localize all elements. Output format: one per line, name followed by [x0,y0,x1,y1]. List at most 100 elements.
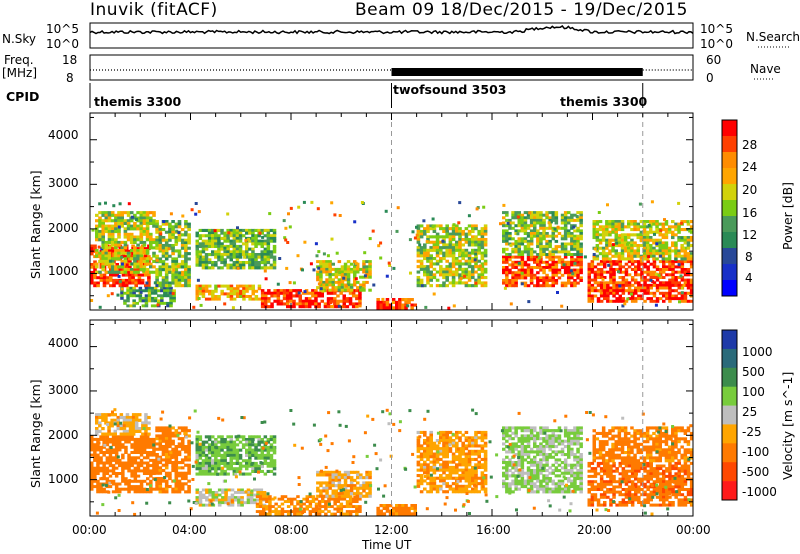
cell [122,421,127,425]
cell [526,242,531,246]
cell [539,279,543,282]
cell [293,512,297,516]
cell [217,435,221,439]
cell [423,227,427,231]
cell [480,229,485,233]
cell [505,234,509,238]
cell [614,230,618,234]
cell [144,429,148,433]
cell [356,280,360,284]
cell [248,440,252,444]
cell [348,299,353,303]
scatter-cell [322,252,326,256]
cell [90,443,94,447]
cell [593,289,598,293]
cell [474,254,478,258]
cell [139,246,144,250]
cell [554,218,559,222]
cell [272,228,277,232]
cell [340,288,345,292]
cell [674,289,678,293]
cell [110,238,115,242]
cell [605,241,609,245]
cell [345,502,350,506]
scatter-cell [640,256,644,259]
cell [126,238,131,242]
cell [195,453,199,457]
cell [339,505,344,508]
cell [611,238,615,242]
cell [423,479,427,483]
cell [120,289,124,293]
cell [467,251,472,255]
cell [184,458,188,462]
cell [171,469,175,473]
scatter-cell [592,253,596,256]
cell [269,448,274,452]
scatter-cell [516,232,520,236]
cell [328,476,332,480]
cell [90,440,94,444]
cell [201,493,206,497]
cell [105,477,110,481]
cell [623,244,628,248]
cell [683,281,688,285]
cell [505,218,509,222]
cell [458,278,462,282]
cell [505,224,509,228]
cell [171,463,175,467]
cell [474,243,478,247]
cell [448,265,453,269]
cell [201,228,206,232]
cell [477,232,481,236]
cell [201,250,206,254]
velocity-region-2 [155,426,191,494]
cell [149,265,153,269]
cell [311,510,316,513]
cell [135,294,139,298]
cell [517,263,521,267]
cell [298,297,302,301]
cell [177,220,182,224]
cell [563,226,568,230]
cell [245,289,249,293]
scatter-cell [385,274,389,278]
cell [144,304,149,308]
scatter-cell [381,297,385,301]
cell [599,291,604,295]
cell [127,485,131,489]
cell [95,265,99,269]
cell [158,228,163,232]
cell [551,263,555,267]
cell [152,251,156,255]
cell [355,510,359,513]
cell [201,244,206,248]
cell [325,486,329,490]
cell [144,299,149,303]
cell [101,432,105,436]
cell [236,295,240,298]
cell [187,471,191,475]
cell [548,245,552,249]
cell [451,227,456,231]
cell [624,270,629,274]
cell [177,236,182,240]
cell [90,469,94,473]
cell [442,229,446,233]
cell [554,216,559,220]
cell [642,222,647,226]
cell [98,216,102,220]
cell [671,289,675,293]
cell [263,250,268,254]
cell [346,476,351,480]
cell [658,297,663,301]
cell [171,461,175,465]
cell [554,271,559,275]
cell [455,270,459,274]
cell [220,242,224,246]
scatter-cell [571,272,575,276]
cell [345,512,350,516]
cell [595,233,600,237]
cell [232,266,237,270]
cell [477,267,481,271]
